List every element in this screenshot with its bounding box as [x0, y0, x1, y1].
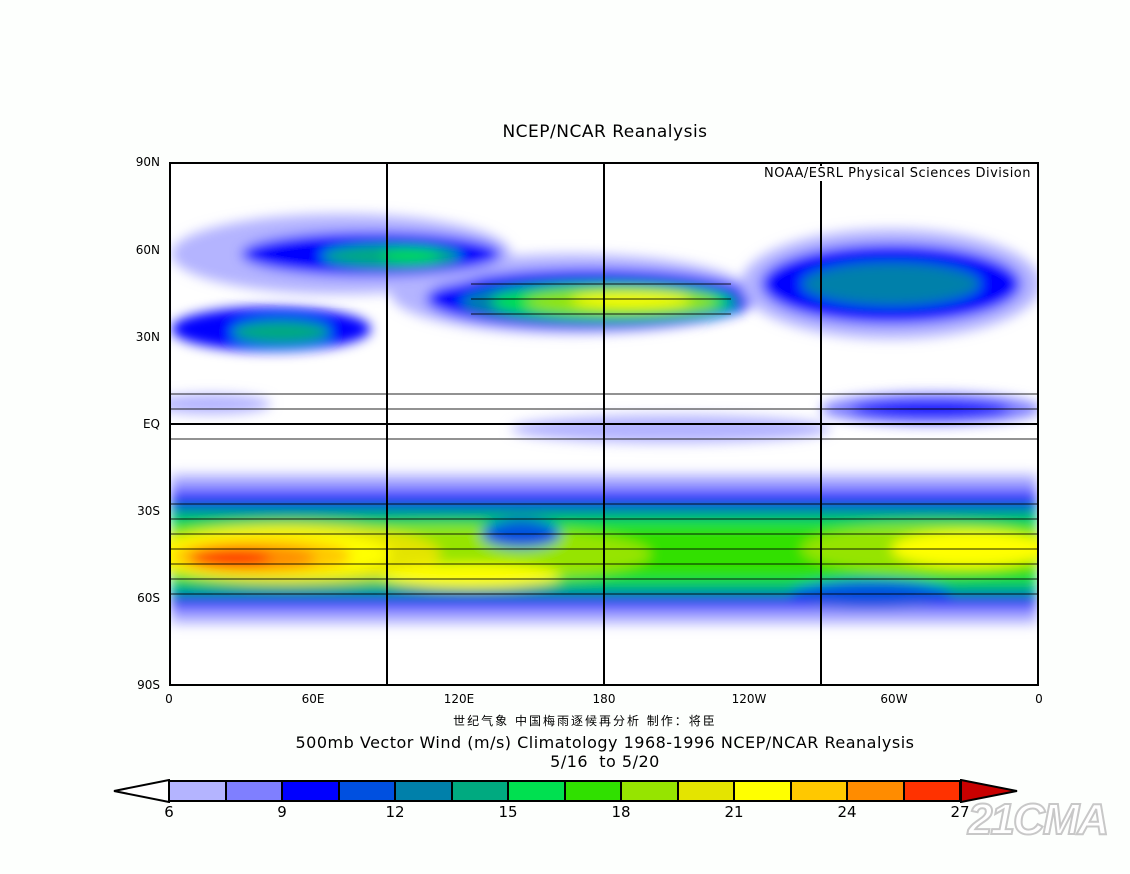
x-tick-120w: 120W — [731, 692, 767, 706]
colorbar-label: 12 — [385, 803, 405, 821]
colorbar-over-arrow — [960, 779, 1018, 803]
colorbar-cell — [847, 780, 904, 802]
colorbar-cell — [790, 780, 847, 802]
colorbar-label: 9 — [277, 803, 287, 821]
colorbar-cell — [225, 780, 282, 802]
y-tick-30n: 30N — [135, 330, 160, 344]
y-tick-eq: EQ — [142, 417, 160, 431]
watermark-logo: 21CMA — [967, 794, 1110, 845]
colorbar-cell — [621, 780, 678, 802]
colorbar-cell — [564, 780, 621, 802]
colorbar — [169, 780, 960, 802]
map-plot-area: NOAA/ESRL Physical Sciences Division — [169, 162, 1039, 686]
colorbar-cell — [734, 780, 791, 802]
colorbar-under-arrow — [113, 779, 170, 803]
colorbar-cell — [395, 780, 452, 802]
colorbar-cell — [282, 780, 339, 802]
y-tick-90s: 90S — [137, 678, 160, 692]
colorbar-cell — [903, 780, 960, 802]
x-tick-0: 0 — [165, 692, 173, 706]
colorbar-label: 6 — [164, 803, 174, 821]
subtitle-line2: 5/16 to 5/20 — [550, 752, 660, 771]
x-tick-180: 180 — [592, 692, 616, 706]
chinese-caption: 世纪气象 中国梅雨逐候再分析 制作：将臣 — [453, 714, 717, 728]
x-tick-60w: 60W — [880, 692, 908, 706]
credit-label: NOAA/ESRL Physical Sciences Division — [762, 166, 1033, 181]
colorbar-cell — [677, 780, 734, 802]
colorbar-cell — [169, 780, 226, 802]
colorbar-label: 21 — [724, 803, 744, 821]
chart-title: NCEP/NCAR Reanalysis — [502, 122, 708, 142]
colorbar-cell — [451, 780, 508, 802]
colorbar-label: 15 — [498, 803, 518, 821]
y-tick-60n: 60N — [135, 243, 160, 257]
subtitle-line1: 500mb Vector Wind (m/s) Climatology 1968… — [295, 733, 915, 752]
colorbar-label: 24 — [837, 803, 857, 821]
y-tick-60s: 60S — [137, 591, 160, 605]
x-tick-60e: 60E — [301, 692, 325, 706]
y-tick-30s: 30S — [137, 504, 160, 518]
colorbar-label: 18 — [611, 803, 631, 821]
y-tick-90n: 90N — [135, 155, 160, 169]
wind-speed-map — [171, 164, 1037, 684]
colorbar-cell — [338, 780, 395, 802]
x-tick-0-end: 0 — [1035, 692, 1043, 706]
colorbar-label: 27 — [950, 803, 970, 821]
colorbar-cell — [508, 780, 565, 802]
x-tick-120e: 120E — [443, 692, 475, 706]
